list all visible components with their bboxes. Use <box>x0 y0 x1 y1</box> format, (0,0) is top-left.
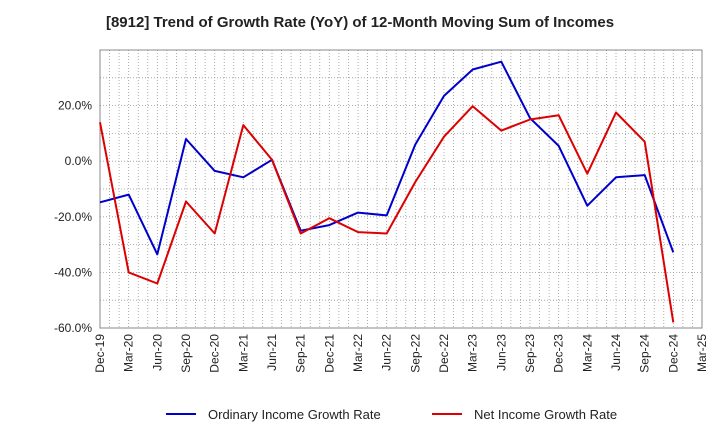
y-tick-label: 20.0% <box>58 99 92 113</box>
plot-frame <box>99 49 703 329</box>
series-lines <box>99 60 675 323</box>
x-tick-label: Dec-19 <box>93 334 107 373</box>
y-tick-label: 0.0% <box>65 154 93 168</box>
grid <box>100 50 702 328</box>
x-tick-label: Dec-22 <box>437 334 451 373</box>
x-tick-label: Dec-21 <box>322 334 336 373</box>
x-tick-label: Jun-24 <box>609 334 623 371</box>
x-tick-label: Jun-21 <box>265 334 279 371</box>
legend-label: Net Income Growth Rate <box>474 407 617 422</box>
x-tick-label: Sep-23 <box>523 334 537 373</box>
x-tick-label: Sep-20 <box>179 334 193 373</box>
x-tick-label: Sep-22 <box>408 334 422 373</box>
x-tick-label: Sep-21 <box>294 334 308 373</box>
x-tick-label: Jun-22 <box>380 334 394 371</box>
series-line-ordinary-income <box>99 60 675 256</box>
x-tick-label: Mar-25 <box>695 334 709 372</box>
x-tick-label: Mar-24 <box>580 334 594 372</box>
x-axis: Dec-19 Mar-20 Jun-20 Sep-20 Dec-20 Mar-21 Jun-… <box>93 334 709 373</box>
x-tick-label: Mar-22 <box>351 334 365 372</box>
legend: Ordinary Income Growth Rate Net Income Gr… <box>166 407 617 422</box>
y-tick-label: -60.0% <box>54 321 92 335</box>
y-tick-label: -20.0% <box>54 210 92 224</box>
x-tick-label: Dec-24 <box>666 334 680 373</box>
chart-title: [8912] Trend of Growth Rate (YoY) of 12-… <box>105 14 615 31</box>
series-line-net-income <box>99 105 675 323</box>
x-tick-label: Dec-23 <box>552 334 566 373</box>
x-tick-label: Sep-24 <box>638 334 652 373</box>
x-tick-label: Mar-21 <box>236 334 250 372</box>
x-tick-label: Jun-23 <box>494 334 508 371</box>
y-axis: 20.0% 0.0% -20.0% -40.0% -60.0% <box>54 99 92 335</box>
x-tick-label: Jun-20 <box>150 334 164 371</box>
x-tick-label: Mar-20 <box>122 334 136 372</box>
x-tick-label: Dec-20 <box>208 334 222 373</box>
y-tick-label: -40.0% <box>54 265 92 279</box>
legend-label: Ordinary Income Growth Rate <box>208 407 381 422</box>
x-tick-label: Mar-23 <box>466 334 480 372</box>
